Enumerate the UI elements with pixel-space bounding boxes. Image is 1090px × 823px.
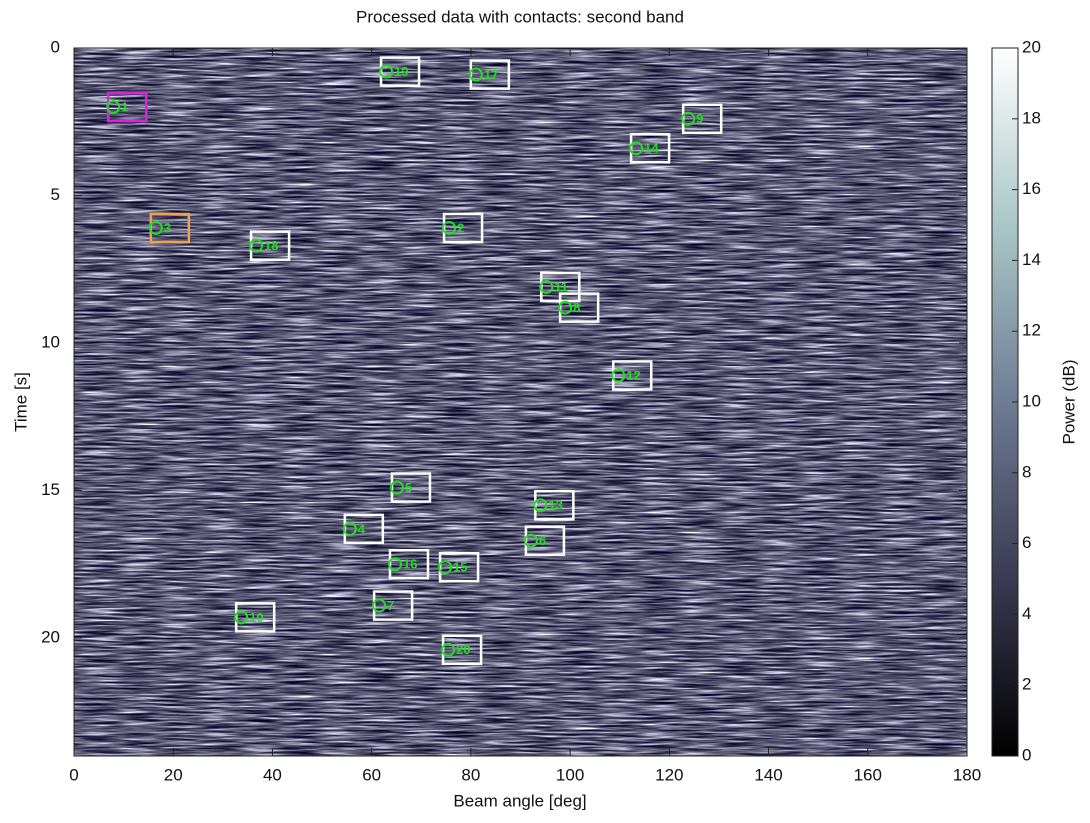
contact-label: 2 <box>457 220 464 235</box>
contact-marker <box>468 67 483 82</box>
contact-marker <box>389 480 404 495</box>
contact-marker <box>379 64 394 79</box>
x-tick-label: 180 <box>953 765 981 784</box>
contact-label: 13 <box>548 498 562 513</box>
y-tick-label: 5 <box>51 185 60 204</box>
contact-label: 15 <box>453 560 467 575</box>
contact-label: 8 <box>573 300 580 315</box>
contact-marker <box>629 141 644 156</box>
y-axis-label: Time [s] <box>11 372 30 432</box>
colorbar-tick-label: 10 <box>1022 391 1041 410</box>
colorbar-tick-label: 0 <box>1022 745 1031 764</box>
x-tick-label: 100 <box>556 765 584 784</box>
contact-marker <box>106 100 121 114</box>
contact-marker <box>148 220 163 235</box>
contact-label: 12 <box>626 368 640 383</box>
contact-label: 14 <box>644 141 659 156</box>
contact-marker <box>533 498 548 513</box>
x-tick-label: 160 <box>854 765 882 784</box>
contact-marker <box>234 610 249 625</box>
contact-label: 1 <box>121 99 128 114</box>
contact-marker <box>558 300 573 315</box>
colorbar-tick-label: 20 <box>1022 37 1041 56</box>
colorbar-tick-label: 8 <box>1022 462 1031 481</box>
contact-label: 6 <box>539 533 546 548</box>
y-tick-label: 15 <box>41 480 60 499</box>
contact-label: 19 <box>394 64 408 79</box>
colorbar-tick-label: 18 <box>1022 108 1041 127</box>
y-tick-label: 10 <box>41 332 60 351</box>
colorbar-tick-label: 4 <box>1022 604 1031 623</box>
colorbar-tick-label: 2 <box>1022 675 1031 694</box>
colorbar-tick-label: 12 <box>1022 321 1041 340</box>
contact-label: 17 <box>484 67 498 82</box>
x-tick-label: 20 <box>164 765 183 784</box>
x-tick-label: 80 <box>461 765 480 784</box>
colorbar-tick-label: 16 <box>1022 179 1041 198</box>
contact-marker <box>387 557 402 572</box>
x-tick-label: 40 <box>263 765 282 784</box>
contact-marker <box>342 521 357 536</box>
contact-label: 4 <box>358 521 366 536</box>
contact-marker <box>442 220 457 235</box>
contact-label: 3 <box>164 220 171 235</box>
contact-marker <box>539 279 554 294</box>
contact-label: 16 <box>403 557 417 572</box>
x-axis-label: Beam angle [deg] <box>453 791 586 810</box>
plot-frame <box>73 47 968 757</box>
x-tick-label: 60 <box>362 765 381 784</box>
colorbar-tick-label: 6 <box>1022 533 1031 552</box>
contact-marker <box>681 111 696 126</box>
chart-title: Processed data with contacts: second ban… <box>356 7 684 26</box>
contact-label: 5 <box>405 480 412 495</box>
contact-marker <box>523 533 538 548</box>
contact-marker <box>441 642 456 657</box>
colorbar-label: Power (dB) <box>1059 359 1078 444</box>
contact-label: 7 <box>387 598 394 613</box>
contact-label: 20 <box>456 642 470 657</box>
contact-label: 10 <box>249 610 263 625</box>
contact-marker <box>372 598 387 613</box>
contact-label: 11 <box>554 279 568 294</box>
x-tick-label: 120 <box>655 765 683 784</box>
contact-label: 9 <box>696 111 703 126</box>
contact-marker <box>611 368 626 383</box>
contact-marker <box>438 560 453 575</box>
y-tick-label: 20 <box>41 627 60 646</box>
noise-texture <box>74 48 967 756</box>
x-tick-label: 0 <box>69 765 78 784</box>
contact-marker <box>249 238 264 253</box>
x-tick-label: 140 <box>754 765 782 784</box>
colorbar-tick-label: 14 <box>1022 250 1041 269</box>
contact-label: 18 <box>264 238 278 253</box>
y-tick-label: 0 <box>51 37 60 56</box>
